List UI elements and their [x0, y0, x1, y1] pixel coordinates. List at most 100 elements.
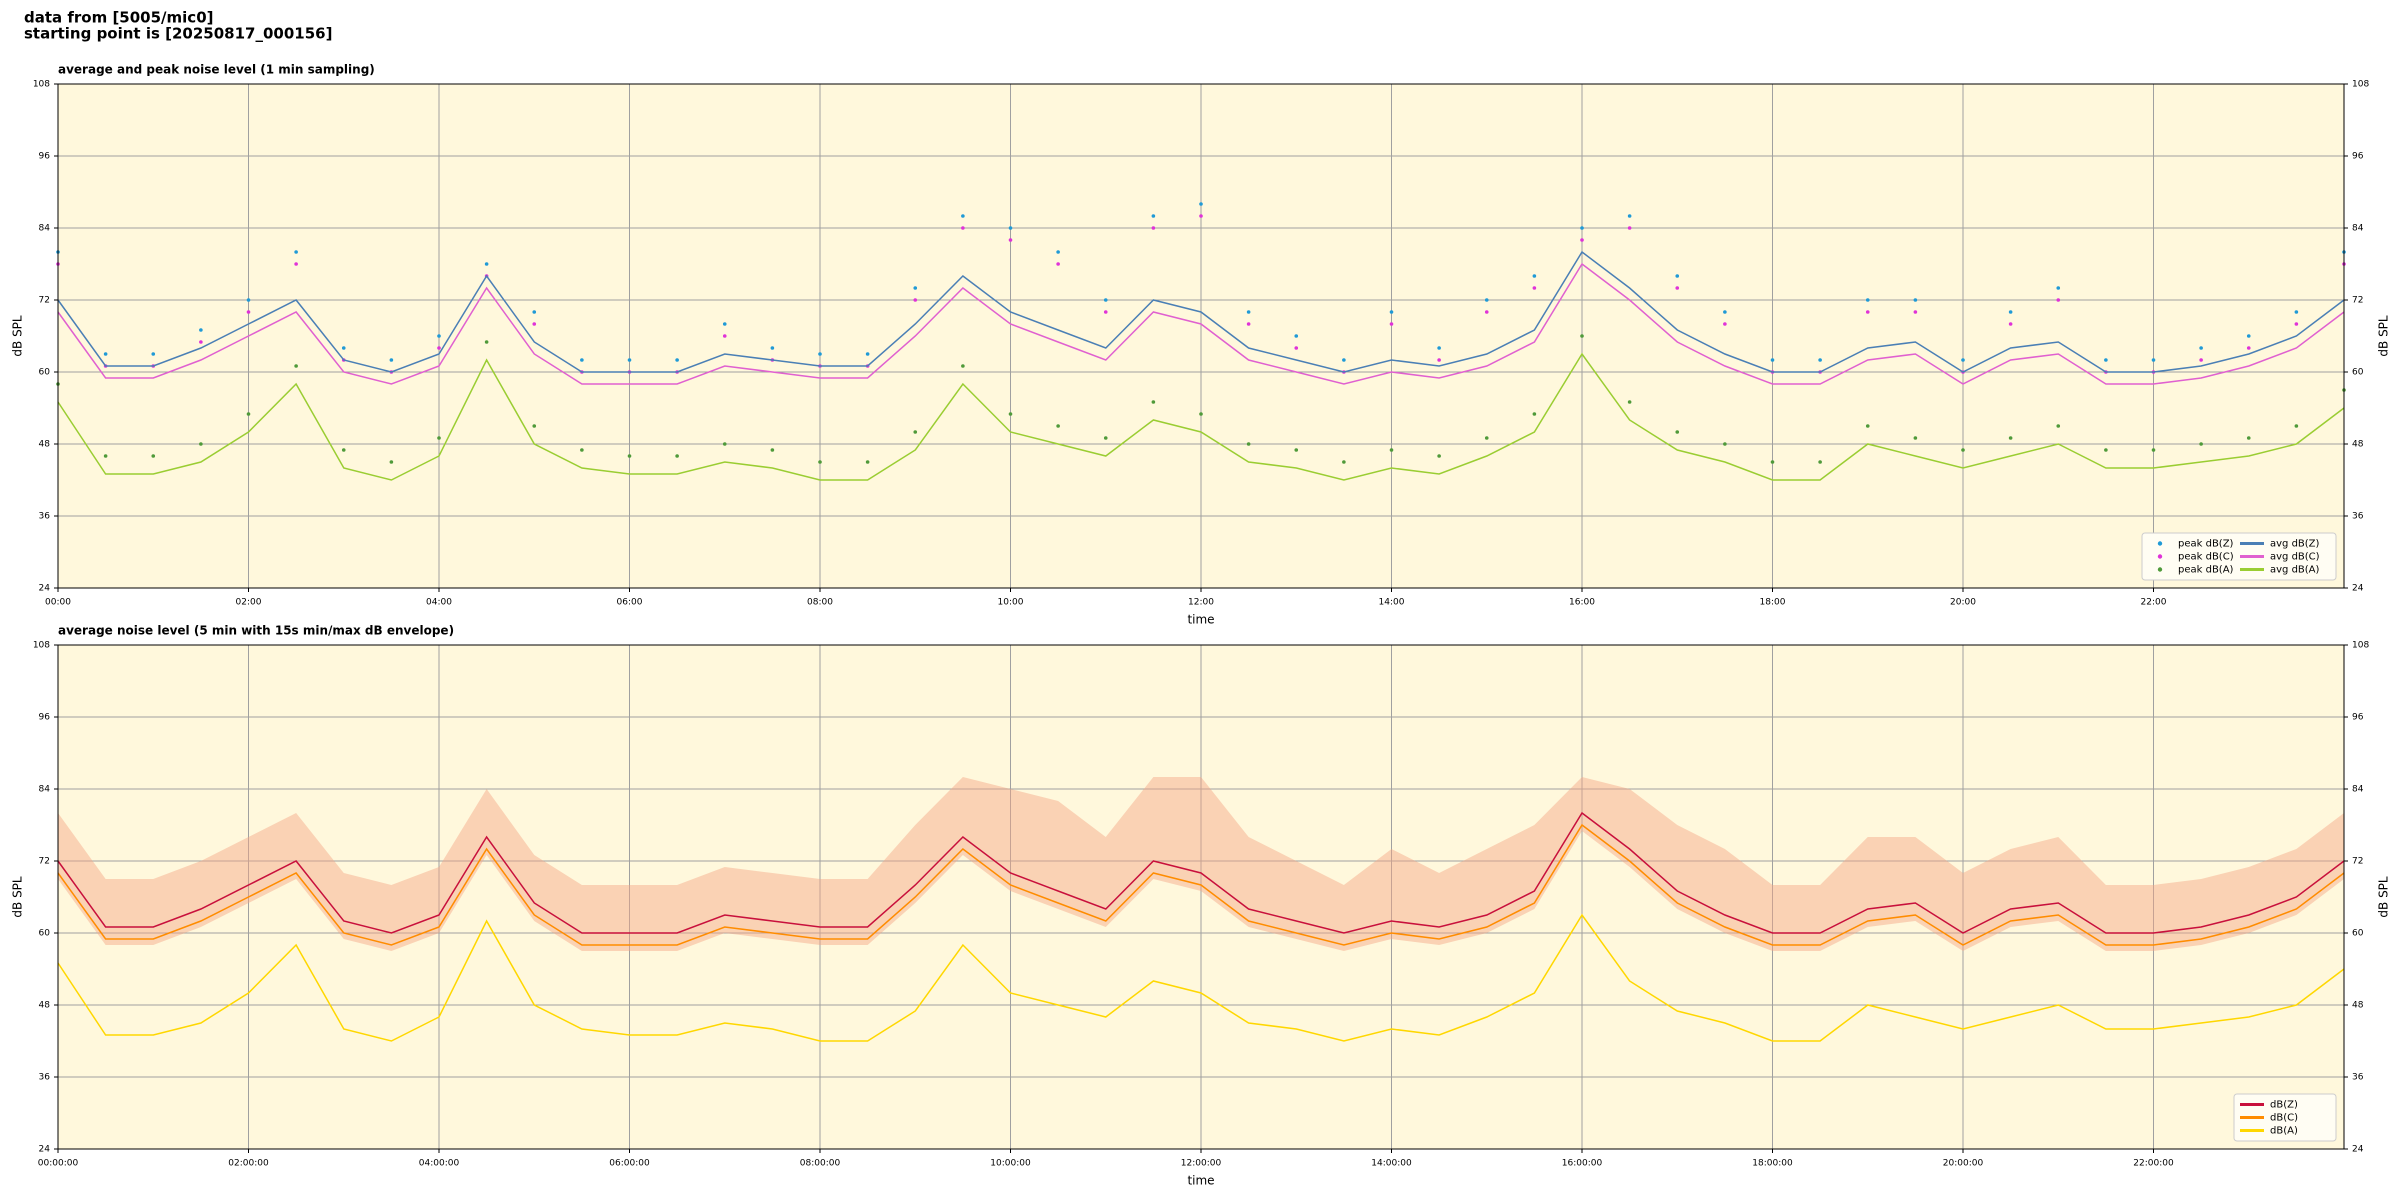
peak-dot [2104, 448, 2108, 452]
y-tick-label: 48 [2352, 1001, 2364, 1011]
x-axis-label: time [1187, 1174, 1214, 1188]
peak-dot [722, 322, 727, 326]
legend-box [2141, 532, 2337, 581]
peak-dot [1580, 226, 1584, 230]
y-tick-label: 96 [2352, 713, 2364, 723]
peak-dot [675, 358, 679, 362]
y-tick-label: 84 [2352, 224, 2364, 234]
x-tick-label: 12:00:00 [1181, 1159, 1222, 1169]
peak-dot [246, 310, 251, 314]
header-line: starting point is [20250817_000156] [24, 25, 332, 43]
y-tick-label: 60 [39, 368, 51, 378]
peak-dot [484, 340, 489, 344]
peak-dot [1151, 400, 1156, 404]
y-tick-label: 36 [39, 512, 51, 522]
x-tick-label: 08:00 [807, 598, 833, 608]
peak-dot [2294, 322, 2299, 326]
peak-dot [1342, 460, 1346, 464]
chart-title: average and peak noise level (1 min samp… [58, 63, 375, 77]
series-line [57, 913, 2345, 1042]
peak-dot [294, 262, 298, 266]
y-tick-label: 36 [2352, 1073, 2364, 1083]
legend-marker [2157, 541, 2163, 546]
legend-label: avg dB(A) [2270, 565, 2320, 576]
peak-dot [199, 328, 203, 332]
legend-label: peak dB(A) [2178, 565, 2234, 576]
y-tick-label: 60 [2352, 929, 2364, 939]
y-tick-label: 72 [39, 857, 50, 867]
peak-dot [1580, 334, 1584, 338]
y-tick-label: 48 [39, 1001, 51, 1011]
peak-dot [1913, 310, 1918, 314]
chart-title: average noise level (5 min with 15s min/… [58, 624, 454, 638]
peak-dot [484, 262, 489, 266]
peak-dot [1294, 346, 1299, 350]
y-tick-label: 108 [2352, 641, 2369, 651]
x-tick-label: 20:00:00 [1943, 1159, 1984, 1169]
peak-dot [1008, 238, 1013, 242]
peak-dot [961, 364, 965, 368]
y-axis-label: dB SPL [11, 876, 25, 918]
peak-dot [1056, 424, 1060, 428]
x-tick-label: 00:00:00 [38, 1159, 79, 1169]
peak-dot [1627, 214, 1632, 218]
legend-label: dB(C) [2270, 1113, 2298, 1124]
x-tick-label: 08:00:00 [800, 1159, 841, 1169]
peak-dot [437, 436, 441, 440]
series-line [57, 250, 2345, 373]
y-axis-label: dB SPL [2377, 876, 2391, 918]
peak-dot [2246, 436, 2251, 440]
peak-dot [1151, 214, 1156, 218]
peak-dot [2199, 346, 2203, 350]
peak-dot [1199, 214, 1203, 218]
plot-frame [57, 644, 2345, 1150]
y-tick-label: 96 [39, 152, 51, 162]
peak-dot [389, 460, 394, 464]
y-tick-label: 36 [2352, 512, 2364, 522]
peak-dot [2151, 448, 2156, 452]
peak-dot [103, 352, 108, 356]
y-tick-label: 84 [2352, 785, 2364, 795]
peak-dot [1675, 274, 1680, 278]
y-tick-label: 48 [2352, 440, 2364, 450]
peak-dot [1389, 322, 1394, 326]
peak-dot [1437, 358, 1441, 362]
peak-dot [1913, 298, 1918, 302]
y-tick-label: 108 [33, 80, 50, 90]
envelope [58, 777, 2344, 951]
peak-dot [1437, 346, 1441, 350]
peak-dot [1532, 412, 1537, 416]
legend-label: avg dB(C) [2270, 552, 2320, 563]
peak-dot [865, 460, 870, 464]
peak-dot [1961, 448, 1965, 452]
peak-dot [437, 346, 441, 350]
peak-dot [1627, 226, 1632, 230]
x-tick-label: 16:00 [1569, 598, 1595, 608]
peak-dot [1103, 436, 1108, 440]
peak-dot [2008, 436, 2013, 440]
x-axis-label: time [1187, 613, 1214, 627]
peak-dot [913, 430, 918, 434]
peak-dot [2199, 358, 2203, 362]
series-line [57, 262, 2345, 385]
peak-dot [1723, 322, 1727, 326]
peak-dot [1723, 310, 1727, 314]
y-tick-label: 24 [2352, 1145, 2364, 1155]
peak-dot [580, 358, 584, 362]
y-tick-label: 72 [2352, 857, 2363, 867]
x-tick-label: 20:00 [1950, 598, 1976, 608]
peak-dot [818, 460, 822, 464]
peak-dot [1246, 322, 1251, 326]
peak-dot [1246, 442, 1251, 446]
peak-dot [1818, 460, 1822, 464]
peak-dot [2008, 322, 2013, 326]
x-tick-label: 12:00 [1188, 598, 1214, 608]
peak-dot [103, 454, 108, 458]
x-tick-label: 06:00 [617, 598, 643, 608]
peak-dot [1056, 262, 1060, 266]
peak-dot [722, 334, 727, 338]
peak-dot [1294, 334, 1299, 338]
peak-dot [580, 448, 584, 452]
peak-dot [199, 340, 203, 344]
